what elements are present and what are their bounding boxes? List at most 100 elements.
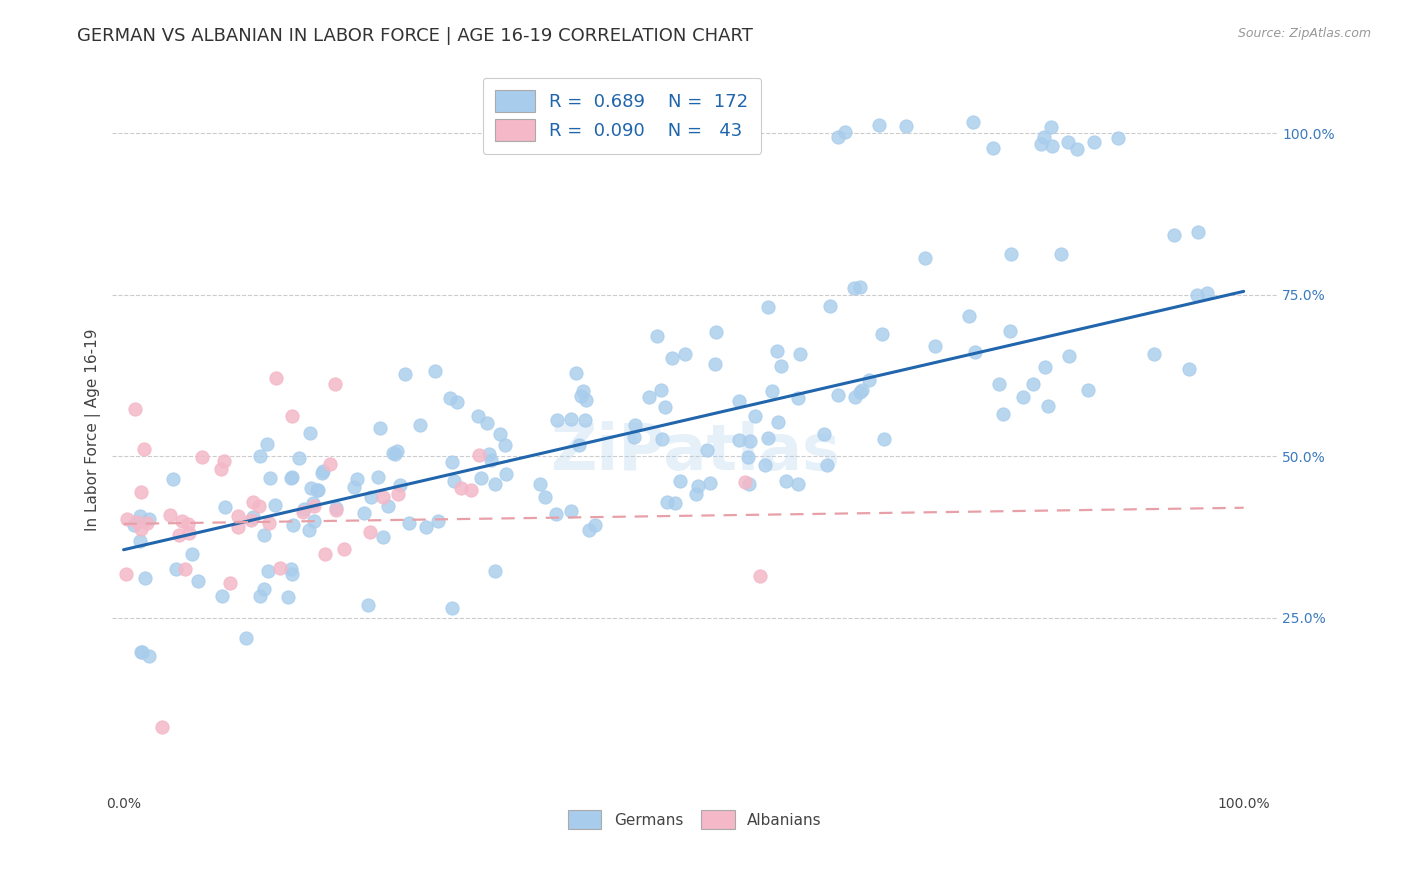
Point [323, 376, 346, 391]
Point [367, 470, 389, 484]
Point [307, 483, 329, 498]
Point [388, 478, 411, 492]
Point [299, 425, 322, 440]
Point [624, 417, 647, 432]
Y-axis label: In Labor Force | Age 16-19: In Labor Force | Age 16-19 [86, 329, 101, 532]
Point [728, 393, 751, 408]
Point [134, 570, 156, 584]
Point [744, 409, 766, 423]
Point [280, 409, 302, 423]
Point [219, 576, 242, 591]
Point [387, 487, 409, 501]
Point [253, 582, 276, 596]
Point [257, 516, 280, 530]
Point [872, 326, 894, 341]
Point [269, 561, 291, 575]
Point [868, 118, 890, 132]
Point [470, 471, 492, 485]
Point [761, 384, 783, 398]
Point [529, 477, 551, 491]
Point [162, 472, 184, 486]
Point [1187, 225, 1209, 239]
Point [138, 512, 160, 526]
Point [849, 280, 872, 294]
Point [343, 480, 366, 494]
Point [128, 509, 150, 524]
Point [242, 510, 264, 524]
Point [259, 471, 281, 485]
Point [280, 562, 302, 576]
Point [398, 516, 420, 530]
Point [1143, 347, 1166, 361]
Point [756, 300, 779, 314]
Point [280, 471, 302, 485]
Point [560, 412, 582, 426]
Point [734, 475, 756, 490]
Point [991, 407, 1014, 421]
Point [962, 115, 984, 129]
Point [159, 508, 181, 522]
Point [360, 490, 382, 504]
Point [534, 490, 557, 504]
Point [242, 494, 264, 508]
Point [371, 491, 394, 505]
Point [766, 415, 789, 429]
Point [117, 512, 139, 526]
Point [654, 401, 676, 415]
Point [288, 451, 311, 466]
Point [450, 482, 472, 496]
Point [249, 449, 271, 463]
Point [314, 547, 336, 561]
Point [478, 447, 501, 461]
Point [136, 516, 159, 530]
Point [1077, 383, 1099, 397]
Point [851, 384, 873, 398]
Point [1185, 287, 1208, 301]
Point [786, 477, 808, 491]
Point [377, 499, 399, 513]
Point [214, 500, 236, 515]
Point [574, 412, 596, 426]
Point [1022, 377, 1045, 392]
Point [302, 495, 325, 509]
Point [174, 562, 197, 576]
Point [439, 392, 461, 406]
Point [924, 339, 946, 353]
Point [129, 645, 152, 659]
Point [302, 514, 325, 528]
Point [138, 648, 160, 663]
Point [988, 377, 1011, 392]
Point [813, 427, 835, 442]
Point [727, 433, 749, 447]
Point [575, 392, 598, 407]
Point [754, 458, 776, 472]
Point [685, 487, 707, 501]
Point [1040, 120, 1063, 135]
Point [228, 520, 250, 534]
Point [311, 467, 333, 481]
Point [858, 373, 880, 387]
Point [150, 720, 173, 734]
Point [664, 496, 686, 510]
Point [748, 569, 770, 583]
Point [281, 470, 304, 484]
Point [311, 464, 333, 478]
Point [409, 417, 432, 432]
Point [226, 509, 249, 524]
Point [914, 251, 936, 265]
Point [668, 474, 690, 488]
Point [873, 432, 896, 446]
Point [443, 475, 465, 489]
Point [827, 130, 849, 145]
Point [256, 436, 278, 450]
Point [373, 530, 395, 544]
Point [427, 514, 450, 528]
Point [325, 501, 347, 516]
Point [894, 120, 917, 134]
Point [565, 366, 588, 380]
Legend: Germans, Albanians: Germans, Albanians [562, 804, 828, 835]
Point [235, 631, 257, 645]
Point [475, 416, 498, 430]
Point [131, 645, 153, 659]
Point [114, 566, 136, 581]
